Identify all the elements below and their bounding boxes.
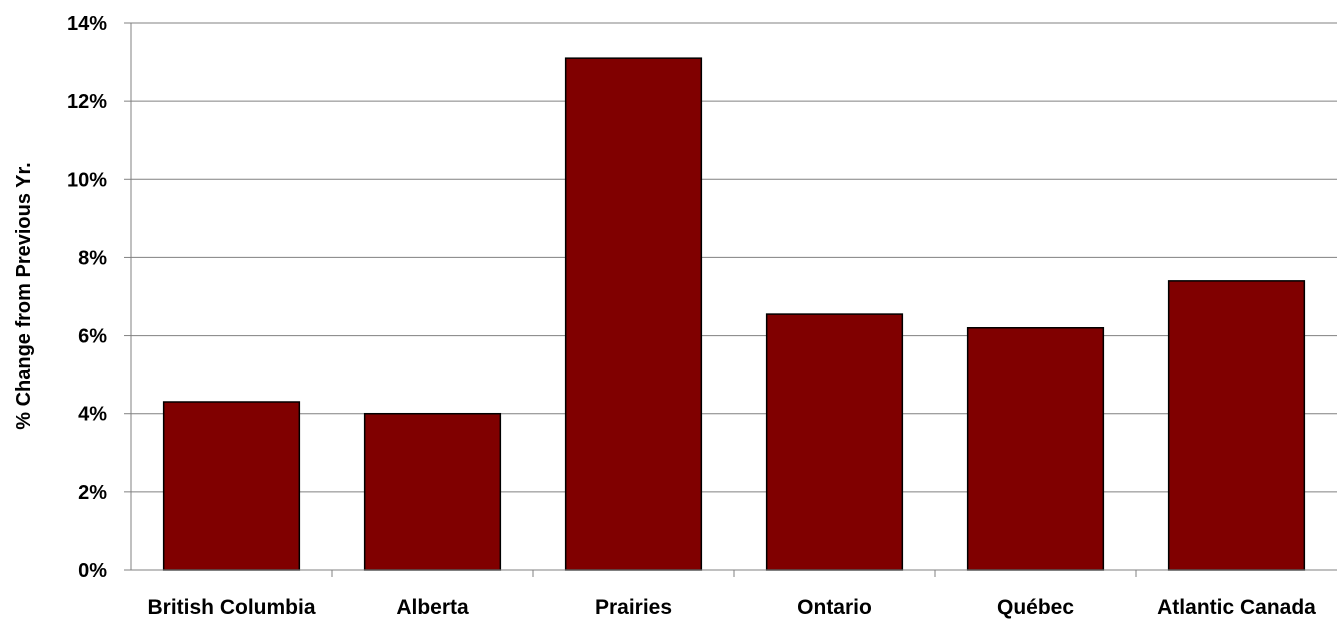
y-tick-label: 2% [78,482,107,504]
y-tick-label: 8% [78,247,107,269]
category-label: Québec [997,596,1074,619]
labels: 0% 2% 4% 6% 8% 10% 12% 14% British Columbia Alber… [67,13,1316,619]
gridlines [131,22,1337,493]
bar [765,313,904,571]
bar [966,327,1105,571]
bar [564,57,703,571]
y-tick-label: 0% [78,560,107,582]
y-axis-title: % Change from Previous Yr. [13,162,35,430]
category-label: Ontario [797,596,872,619]
y-tick-label: 12% [67,91,107,113]
bar [363,412,502,571]
category-label: Prairies [595,596,672,619]
category-label: Alberta [396,596,469,619]
y-tick-label: 4% [78,404,107,426]
category-label: British Columbia [147,596,315,619]
bar [1167,280,1306,571]
bars [162,57,1306,571]
y-tick-label: 14% [67,13,107,35]
axes [124,22,1337,577]
category-label: Atlantic Canada [1157,596,1316,619]
y-tick-label: 6% [78,326,107,348]
bar [162,401,301,571]
y-tick-label: 10% [67,169,107,191]
